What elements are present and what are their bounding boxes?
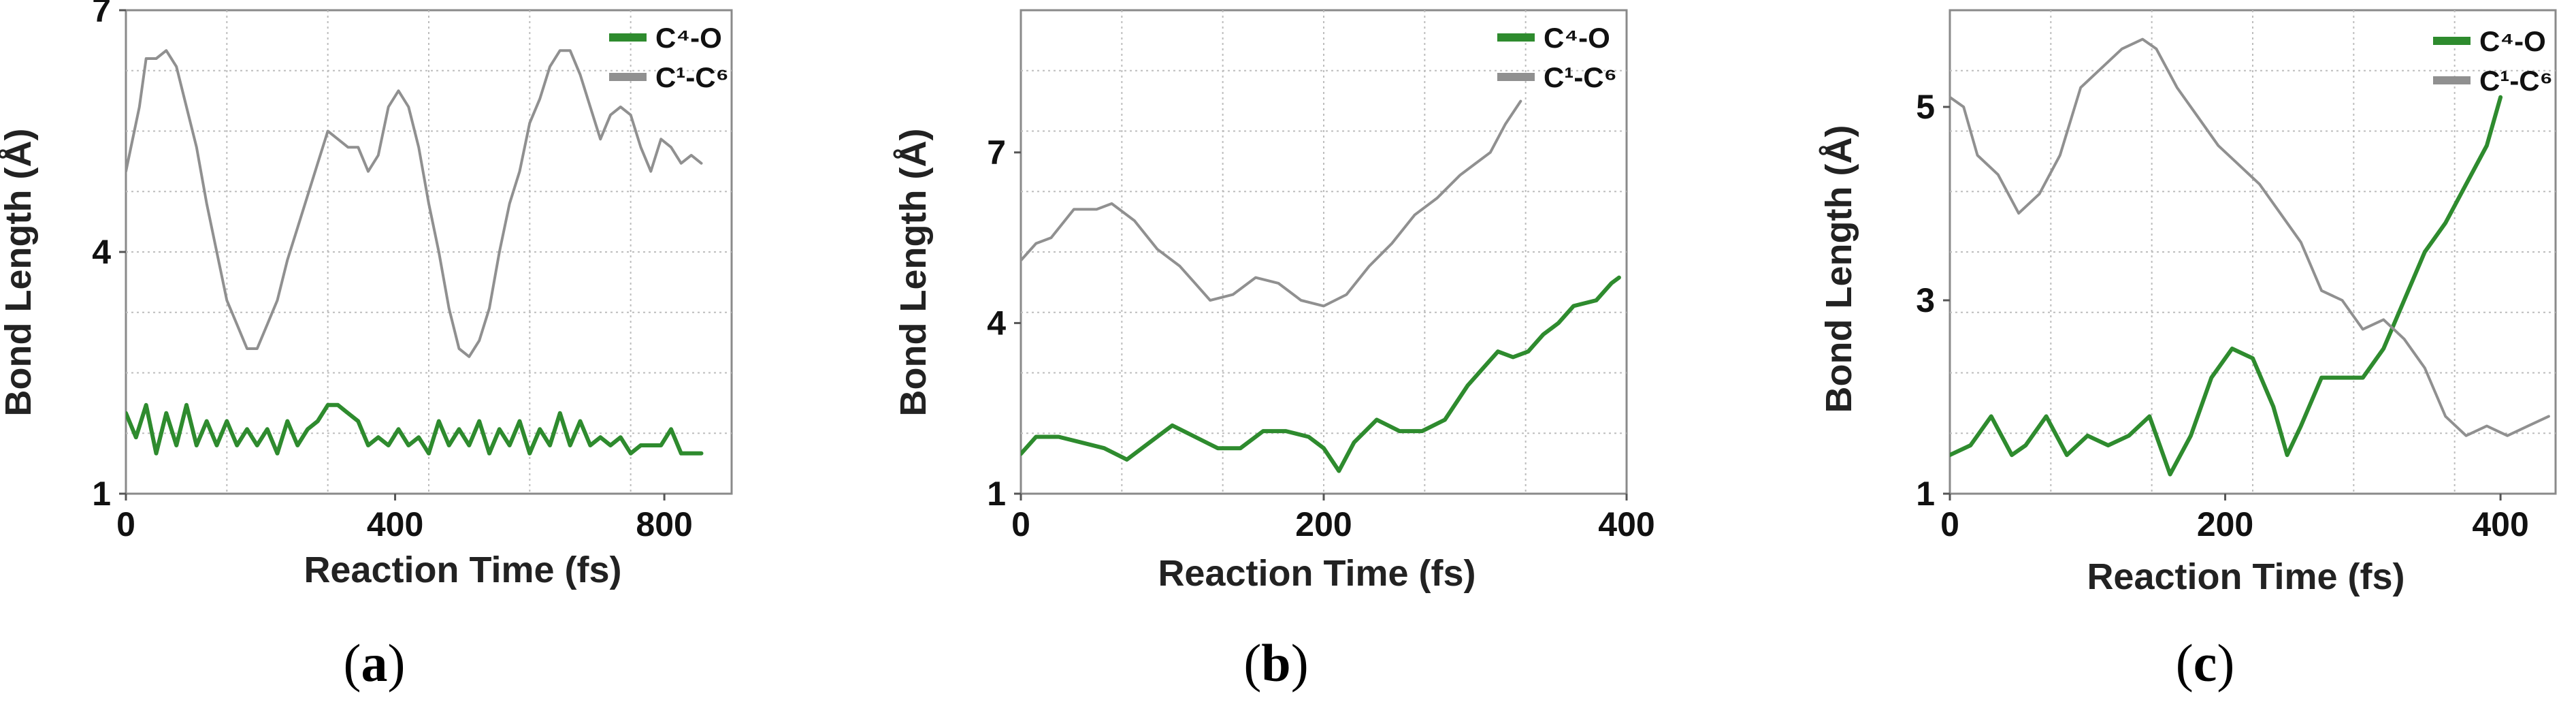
series-line-c1-c6 bbox=[1950, 37, 2550, 437]
chart-panel-c: 0 200 400 1 3 5 Reaction Time (fs) Bond Length … bbox=[1819, 9, 2557, 693]
y-axis-label: Bond Length (Å) bbox=[1819, 125, 1859, 413]
x-tick-label: 0 bbox=[116, 505, 135, 543]
x-tick-label: 400 bbox=[367, 505, 423, 543]
legend-label: C⁴-O bbox=[1544, 22, 1610, 54]
y-tick-label: 1 bbox=[987, 475, 1006, 513]
x-axis-label: Reaction Time (fs) bbox=[1158, 553, 1476, 594]
x-tick-label: 400 bbox=[2472, 505, 2528, 543]
series-line-c4-o bbox=[126, 402, 704, 456]
legend-label: C⁴-O bbox=[2479, 25, 2546, 57]
y-axis-label: Bond Length (Å) bbox=[0, 129, 39, 417]
plot-frame bbox=[125, 9, 733, 495]
series-line-c4-o bbox=[1021, 275, 1621, 473]
series-line-c1-c6 bbox=[1021, 99, 1522, 308]
x-tick-label: 800 bbox=[636, 505, 692, 543]
x-tick-label: 0 bbox=[1940, 505, 1959, 543]
x-tick-label: 0 bbox=[1011, 505, 1030, 543]
legend-label: C¹-C⁶ bbox=[1544, 61, 1617, 93]
plot-frame bbox=[1949, 9, 2557, 495]
panel-label: (c) bbox=[2176, 633, 2235, 693]
y-tick-label: 4 bbox=[92, 233, 111, 271]
y-tick-label: 7 bbox=[987, 133, 1006, 172]
y-tick-label: 3 bbox=[1916, 281, 1935, 319]
y-axis-label: Bond Length (Å) bbox=[893, 129, 934, 417]
y-tick-label: 1 bbox=[92, 475, 111, 513]
chart-panel-a: 0 400 800 1 4 7 Reaction Time (fs) Bond Length … bbox=[0, 0, 733, 693]
legend-label: C¹-C⁶ bbox=[2479, 65, 2553, 97]
y-tick-label: 1 bbox=[1916, 475, 1935, 513]
x-axis-label: Reaction Time (fs) bbox=[304, 550, 621, 590]
panel-label: (a) bbox=[344, 633, 406, 693]
series-line-c4-o bbox=[1950, 95, 2503, 477]
y-tick-label: 4 bbox=[987, 304, 1006, 342]
y-tick-label: 7 bbox=[92, 0, 111, 29]
y-tick-label: 5 bbox=[1916, 88, 1935, 126]
x-axis-label: Reaction Time (fs) bbox=[2087, 556, 2404, 597]
legend-label: C¹-C⁶ bbox=[655, 61, 729, 93]
series-line-c1-c6 bbox=[126, 49, 703, 358]
x-tick-label: 400 bbox=[1598, 505, 1654, 543]
x-tick-label: 200 bbox=[1295, 505, 1352, 543]
legend-label: C⁴-O bbox=[655, 22, 722, 54]
x-tick-label: 200 bbox=[2197, 505, 2253, 543]
chart-panel-b: 0 200 400 1 4 7 Reaction Time (fs) Bond Length … bbox=[893, 9, 1655, 693]
panel-label: (b) bbox=[1243, 633, 1308, 693]
